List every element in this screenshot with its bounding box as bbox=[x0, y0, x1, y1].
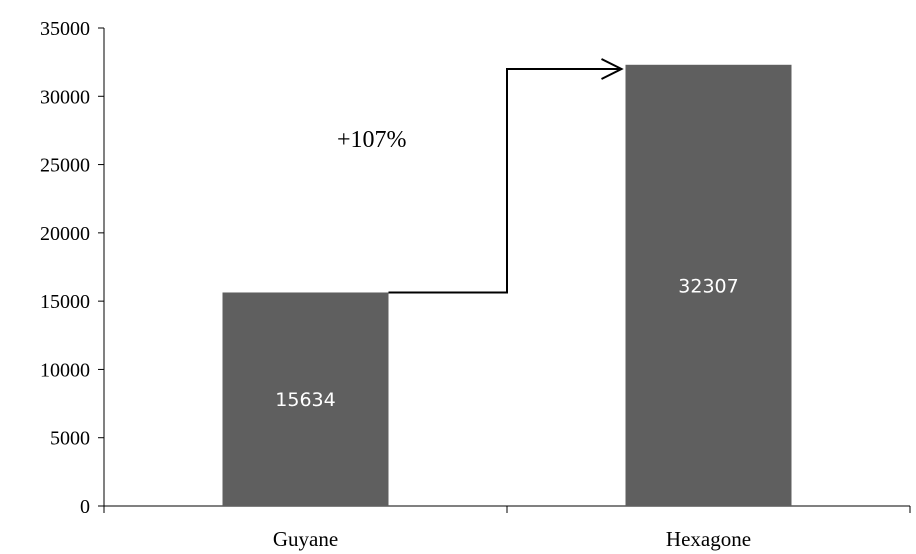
data-label-hexagone: 32307 bbox=[678, 275, 738, 297]
y-tick-label: 35000 bbox=[40, 18, 90, 40]
arrowhead-icon bbox=[601, 58, 624, 80]
data-labels: 15634 32307 bbox=[275, 275, 738, 411]
growth-annotation: +107% bbox=[337, 127, 407, 153]
growth-arrow bbox=[388, 67, 622, 294]
y-tick-label: 30000 bbox=[40, 86, 90, 108]
category-labels: Guyane Hexagone bbox=[273, 527, 751, 551]
bar-hexagone bbox=[625, 64, 792, 506]
category-label-guyane: Guyane bbox=[273, 527, 338, 551]
bars bbox=[222, 64, 792, 506]
data-label-guyane: 15634 bbox=[275, 389, 335, 411]
y-tick-label: 15000 bbox=[40, 291, 90, 313]
y-axis-ticks: 0 5000 10000 15000 20000 25000 30000 35000 bbox=[40, 18, 104, 518]
y-tick-label: 25000 bbox=[40, 155, 90, 177]
x-axis-ticks bbox=[103, 506, 911, 513]
bar-guyane bbox=[222, 292, 389, 506]
y-tick-label: 10000 bbox=[40, 359, 90, 381]
y-tick-label: 5000 bbox=[50, 428, 90, 450]
y-tick-label: 20000 bbox=[40, 223, 90, 245]
y-tick-label: 0 bbox=[80, 496, 90, 518]
category-label-hexagone: Hexagone bbox=[666, 527, 751, 551]
